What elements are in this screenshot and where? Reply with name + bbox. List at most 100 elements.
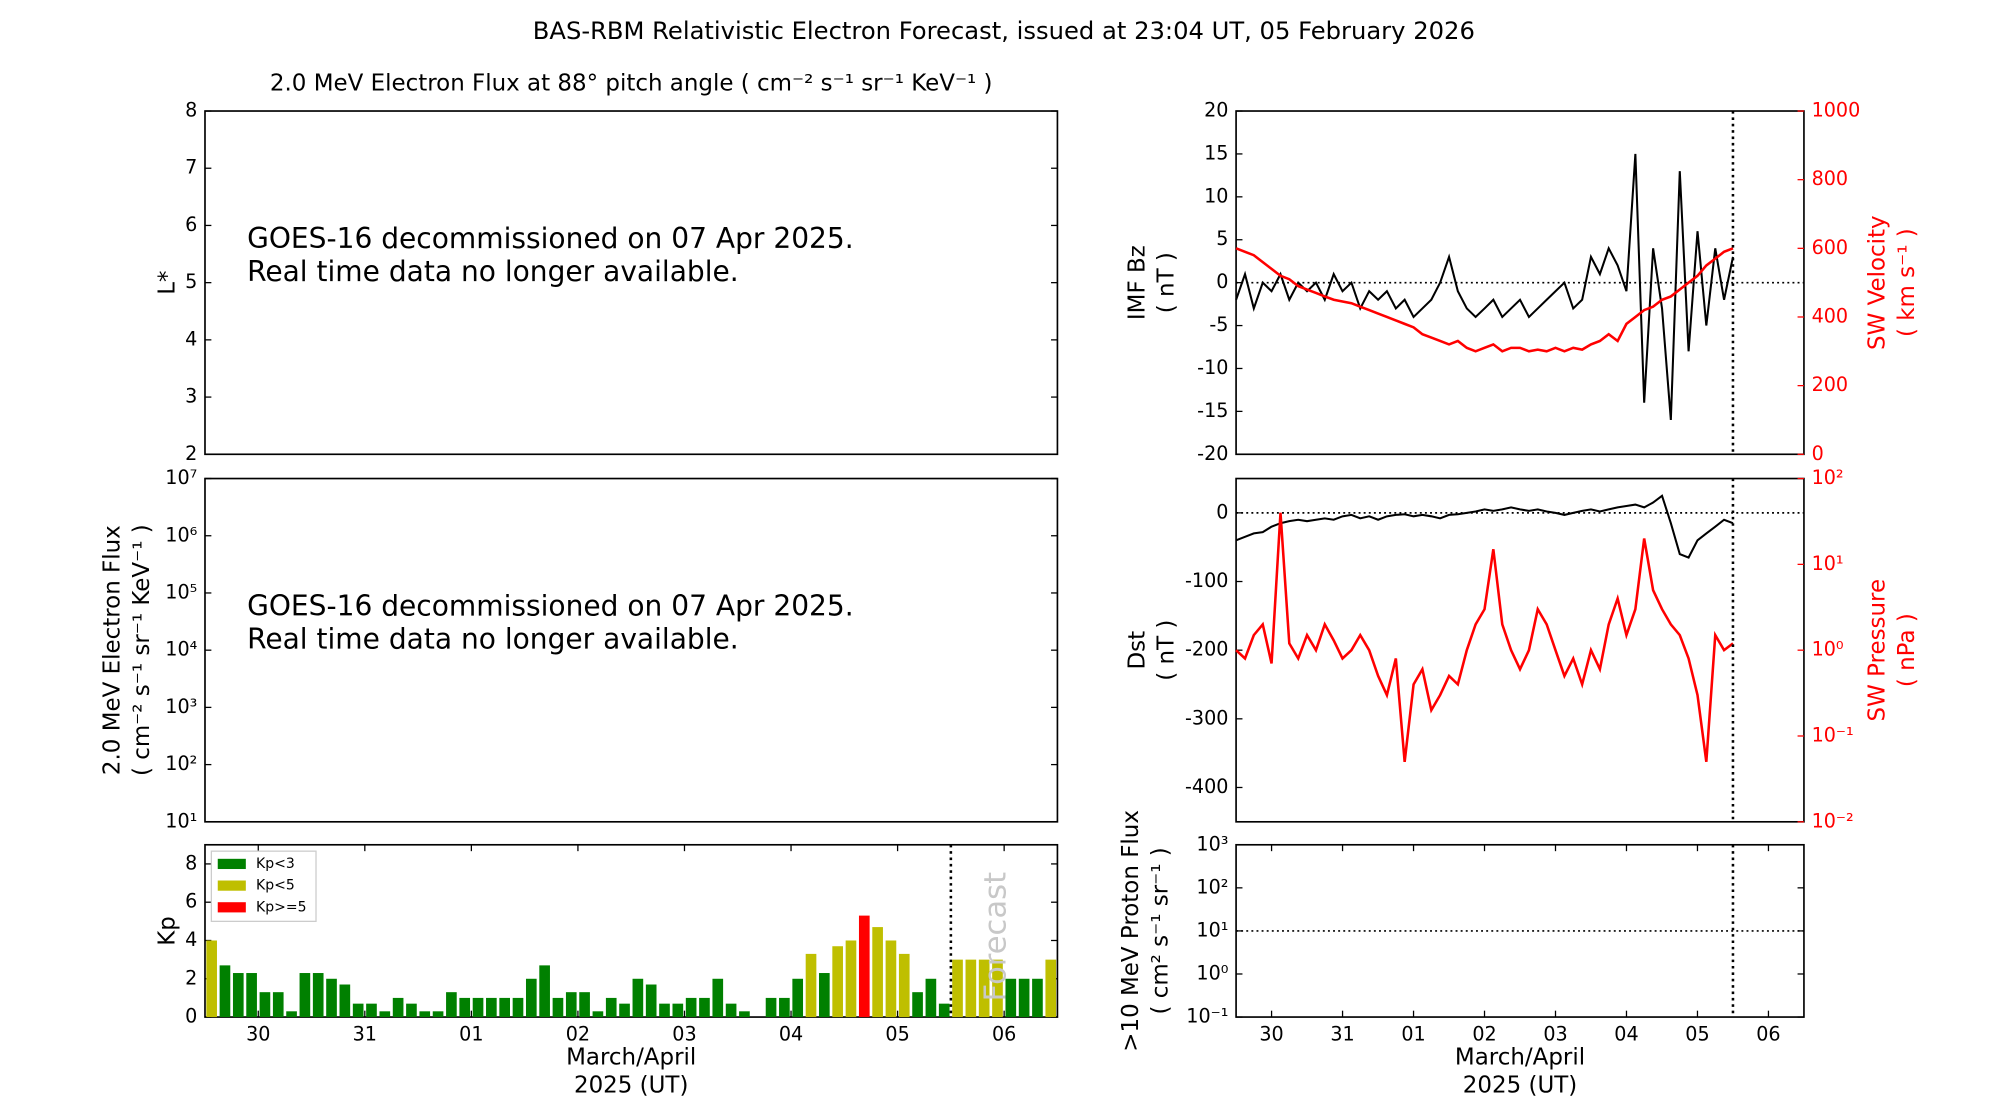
legend-label: Kp>=5	[256, 899, 307, 915]
bar	[406, 1003, 417, 1018]
legend-label: Kp<3	[256, 856, 295, 872]
bar	[792, 978, 804, 1018]
bar	[552, 997, 564, 1018]
y-tick-label: 6	[185, 213, 197, 236]
y-tick-label: -15	[1197, 399, 1228, 422]
y-axis-label: ( cm² s⁻¹ sr⁻¹ )	[1147, 847, 1173, 1014]
bar	[366, 1003, 377, 1018]
x-tick-label: 04	[779, 1022, 803, 1045]
y-tick-label: 10⁴	[165, 638, 197, 661]
y-tick-label: -300	[1185, 706, 1228, 729]
y-axis-label: ( nT )	[1154, 620, 1180, 681]
bar	[632, 978, 644, 1018]
bar	[539, 965, 550, 1018]
y2-tick-label: 800	[1812, 167, 1849, 190]
data-line	[1235, 153, 1734, 421]
bar	[898, 953, 910, 1018]
y-tick-label: 7	[185, 156, 197, 179]
y-tick-label: 10²	[1196, 875, 1228, 898]
bar	[565, 992, 577, 1018]
bar	[699, 997, 710, 1018]
x-tick-label: 03	[1543, 1022, 1567, 1045]
x-tick-label: 05	[885, 1022, 909, 1045]
bar	[805, 953, 817, 1018]
data-line	[1235, 494, 1734, 559]
y-tick-label: 5	[185, 270, 197, 293]
bar	[392, 997, 404, 1018]
y-tick-label: 2	[185, 966, 197, 989]
message: GOES-16 decommissioned on 07 Apr 2025.	[247, 222, 854, 255]
x-tick-label: 01	[1401, 1022, 1425, 1045]
bar	[419, 1011, 431, 1018]
bar	[259, 992, 271, 1018]
y-tick-label: 10⁵	[165, 580, 197, 603]
y-tick-label: 10⁻¹	[1186, 1005, 1228, 1028]
figure-title: BAS-RBM Relativistic Electron Forecast, …	[533, 16, 1475, 45]
x-tick-label: 31	[1330, 1022, 1354, 1045]
y-tick-label: -5	[1209, 313, 1228, 336]
y2-tick-label: 200	[1812, 373, 1849, 396]
bar	[232, 973, 244, 1018]
bar	[858, 915, 870, 1018]
y-tick-label: 10	[1204, 184, 1228, 207]
bar	[1018, 978, 1030, 1018]
bar	[685, 997, 697, 1018]
x-tick-label: 01	[459, 1022, 483, 1045]
bar	[712, 978, 724, 1018]
message: GOES-16 decommissioned on 07 Apr 2025.	[247, 589, 854, 622]
y-tick-label: 4	[185, 928, 197, 951]
bar	[819, 973, 830, 1018]
y2-tick-label: 400	[1812, 304, 1849, 327]
x-axis-label: 2025 (UT)	[1463, 1072, 1577, 1098]
bar	[765, 997, 777, 1018]
bar	[432, 1011, 444, 1018]
y2-tick-label: 10⁻²	[1812, 809, 1854, 832]
y-axis-label: >10 MeV Proton Flux	[1118, 810, 1144, 1052]
bar	[326, 978, 337, 1018]
bar	[619, 1003, 630, 1018]
x-tick-label: 30	[1259, 1022, 1283, 1045]
x-axis-label: 2025 (UT)	[574, 1072, 688, 1098]
bar	[952, 959, 963, 1018]
y-tick-label: 0	[185, 1005, 197, 1028]
y-tick-label: 0	[1216, 500, 1228, 523]
x-tick-label: 06	[1756, 1022, 1780, 1045]
bar	[912, 992, 923, 1018]
bar	[925, 978, 937, 1018]
x-tick-label: 04	[1614, 1022, 1638, 1045]
y-tick-label: 10³	[165, 695, 197, 718]
y2-tick-label: 10²	[1812, 466, 1844, 489]
x-tick-label: 30	[246, 1022, 270, 1045]
legend-swatch	[217, 880, 246, 891]
bar	[672, 1003, 684, 1018]
y-tick-label: 15	[1204, 141, 1228, 164]
y-tick-label: 0	[1216, 270, 1228, 293]
y-axis-label: ( cm⁻² s⁻¹ sr⁻¹ KeV⁻¹ )	[129, 524, 155, 776]
y2-axis-label: ( nPa )	[1894, 613, 1920, 687]
bar	[352, 1003, 364, 1018]
plot-frame	[1235, 477, 1805, 823]
x-tick-label: 31	[353, 1022, 377, 1045]
y-tick-label: 10⁰	[1196, 961, 1228, 984]
legend-swatch	[217, 902, 246, 913]
y2-tick-label: 600	[1812, 236, 1849, 259]
bar	[299, 973, 311, 1018]
bar	[978, 959, 990, 1018]
bar	[779, 997, 790, 1018]
y-axis-label: ( nT )	[1154, 252, 1180, 313]
bar	[1032, 978, 1043, 1018]
bar	[459, 997, 471, 1018]
bar	[246, 973, 257, 1018]
y-axis-label: Kp	[154, 916, 180, 946]
bar	[845, 940, 857, 1018]
bar	[312, 973, 324, 1018]
legend-label: Kp<5	[256, 878, 295, 894]
bar	[286, 1011, 297, 1018]
message: Real time data no longer available.	[247, 255, 739, 288]
data-line	[1235, 247, 1734, 353]
y-tick-label: 10³	[1196, 832, 1228, 855]
y2-axis-label: SW Velocity	[1864, 215, 1890, 350]
bar	[965, 959, 977, 1018]
y-tick-label: 5	[1216, 227, 1228, 250]
